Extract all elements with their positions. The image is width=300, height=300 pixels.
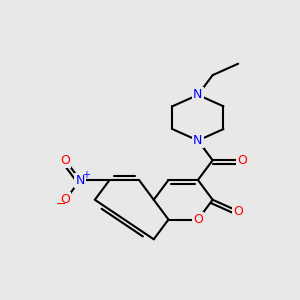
Text: O: O (237, 154, 247, 167)
Text: O: O (61, 154, 70, 167)
Text: O: O (193, 213, 203, 226)
Text: N: N (75, 173, 85, 187)
Text: N: N (193, 134, 203, 147)
Text: N: N (193, 88, 203, 101)
Text: O: O (233, 205, 243, 218)
Text: +: + (82, 170, 90, 180)
Text: O: O (61, 193, 70, 206)
Text: −: − (56, 198, 66, 211)
